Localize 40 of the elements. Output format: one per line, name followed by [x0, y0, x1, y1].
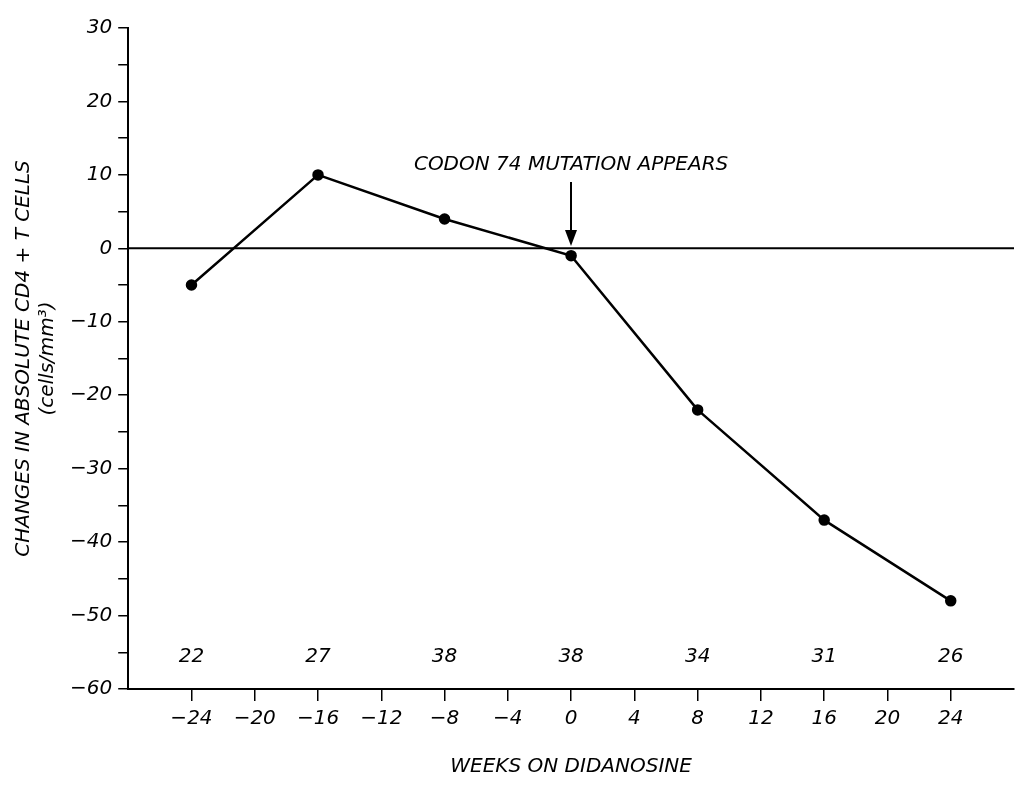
annotation: 22: [178, 643, 205, 668]
x-tick-label: −20: [233, 705, 276, 730]
point: [438, 213, 451, 225]
x-tick-label: 20: [874, 705, 901, 730]
y-tick-label: 10: [86, 161, 113, 186]
annotation: 38: [558, 643, 584, 668]
point: [312, 169, 324, 181]
annotation: CODON 74 MUTATION APPEARS: [413, 150, 729, 175]
x-tick-label: 24: [938, 705, 964, 730]
y-tick-label: 0: [99, 234, 113, 259]
annotation: 38: [431, 643, 458, 668]
annotation: 31: [811, 643, 837, 668]
x-tick-label: 8: [691, 705, 705, 730]
y-axis-title: CHANGES IN ABSOLUTE CD4 + T CELLS (cells/mm³): [10, 159, 59, 557]
point: [944, 595, 957, 607]
x-tick-label: 16: [811, 705, 837, 730]
point: [565, 249, 577, 262]
y-tick-label: −30: [69, 454, 113, 479]
annotation: 26: [938, 643, 964, 668]
y-tick-label: −50: [69, 601, 113, 626]
x-tick-label: −8: [429, 705, 460, 730]
x-axis-title: WEEKS ON DIDANOSINE: [450, 753, 693, 778]
x-tick-label: 0: [564, 705, 578, 730]
y-tick-label: 20: [86, 87, 113, 112]
x-tick-label: −4: [493, 705, 523, 730]
y-tick-label: −10: [69, 307, 113, 332]
y-tick-label: −20: [69, 381, 113, 406]
x-tick-label: −16: [296, 705, 340, 730]
point: [185, 279, 198, 291]
x-tick-label: −12: [360, 705, 403, 730]
y-tick-label: −60: [69, 675, 113, 700]
y-tick-label: 30: [86, 14, 113, 39]
x-tick-label: 4: [628, 705, 641, 730]
point: [818, 514, 830, 526]
y-tick-label: −40: [69, 528, 113, 553]
point: [691, 404, 704, 416]
annotation: 27: [305, 643, 332, 668]
x-tick-label: −24: [170, 705, 213, 730]
annotation: 34: [684, 643, 711, 668]
x-tick-label: 12: [748, 705, 774, 730]
